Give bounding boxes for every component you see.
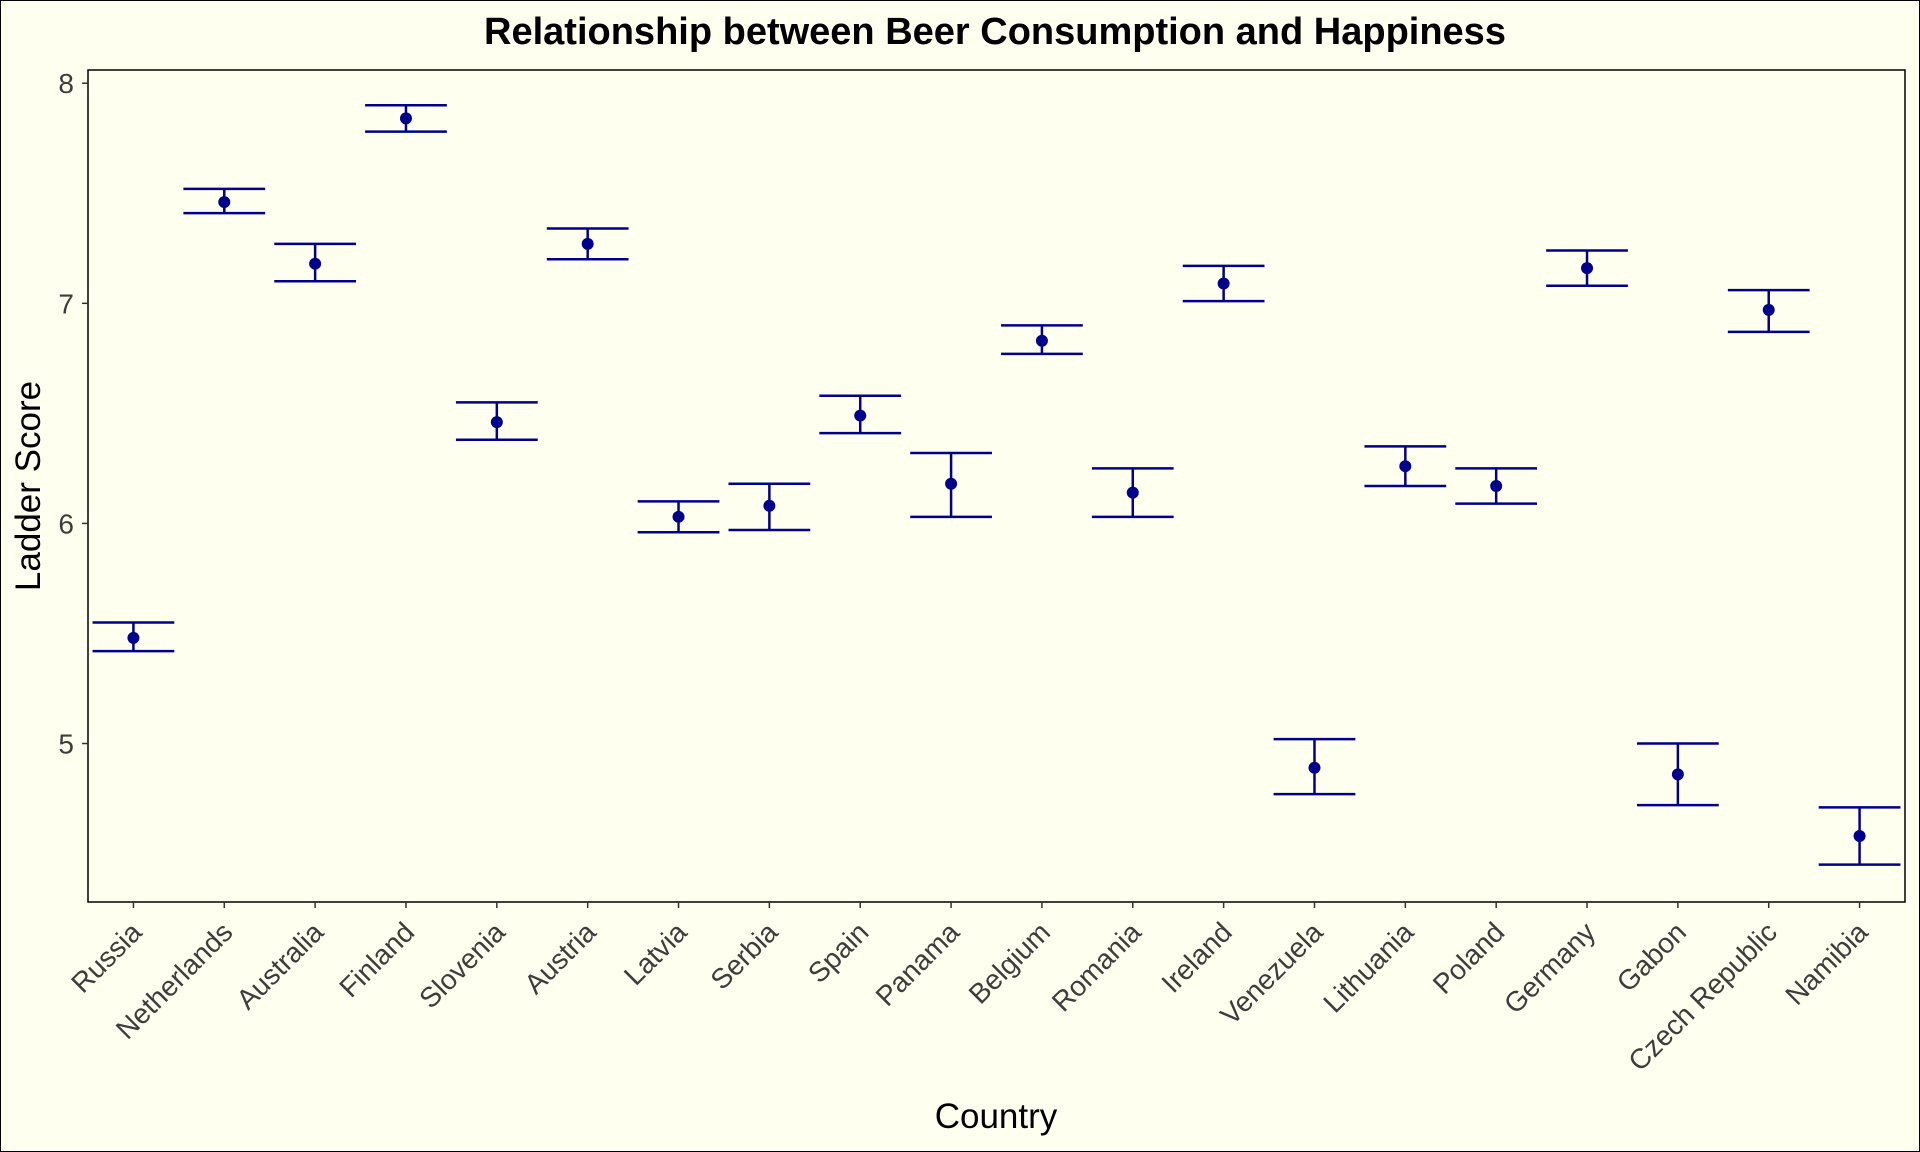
x-tick-label: Australia (230, 916, 329, 1015)
y-tick-label: 6 (58, 508, 74, 539)
data-point (581, 237, 594, 250)
chart-title: Relationship between Beer Consumption an… (484, 11, 1506, 53)
data-point (309, 257, 322, 270)
x-tick-label: Gabon (1611, 916, 1692, 997)
x-tick-label: Latvia (618, 916, 693, 991)
data-point (490, 416, 503, 429)
data-point (763, 499, 776, 512)
x-tick-label: Panama (870, 916, 966, 1012)
y-tick-label: 7 (58, 288, 74, 319)
x-tick-label: Russia (65, 916, 148, 999)
data-point (1217, 277, 1230, 290)
data-point (1853, 829, 1866, 842)
data-point (1035, 334, 1048, 347)
data-point (854, 409, 867, 422)
data-point (1762, 303, 1775, 316)
data-point (1581, 262, 1594, 275)
plot-panel (87, 69, 1906, 903)
x-tick-label: Poland (1427, 916, 1511, 1000)
y-tick-label: 8 (58, 68, 74, 99)
data-point (1308, 761, 1321, 774)
y-axis-label: Ladder Score (9, 381, 48, 591)
point-layer (127, 112, 1866, 842)
x-tick-label: Romania (1046, 916, 1147, 1017)
data-point (218, 196, 231, 209)
x-tick-label: Ireland (1155, 916, 1237, 998)
data-point (1490, 480, 1503, 492)
data-point (672, 510, 685, 523)
x-tick-label: Spain (802, 916, 875, 989)
data-point (1671, 768, 1684, 781)
x-tick-label: Slovenia (413, 916, 511, 1014)
x-tick-label: Finland (333, 916, 420, 1003)
x-tick-label: Austria (518, 916, 602, 1000)
x-tick-label: Germany (1498, 916, 1601, 1019)
data-point (1399, 460, 1412, 473)
data-point (945, 477, 958, 490)
x-tick-label: Lithuania (1317, 916, 1420, 1019)
errorbar-layer (92, 103, 1901, 866)
x-tick-label: Belgium (963, 916, 1056, 1009)
x-axis-label: Country (935, 1097, 1058, 1136)
x-tick-label: Namibia (1779, 916, 1874, 1011)
data-point (399, 112, 412, 125)
data-point (1126, 486, 1139, 499)
y-tick-label: 5 (58, 729, 74, 760)
x-tick-label: Serbia (704, 916, 783, 995)
data-point (127, 631, 140, 644)
y-axis: 5 6 7 8 (58, 68, 88, 760)
